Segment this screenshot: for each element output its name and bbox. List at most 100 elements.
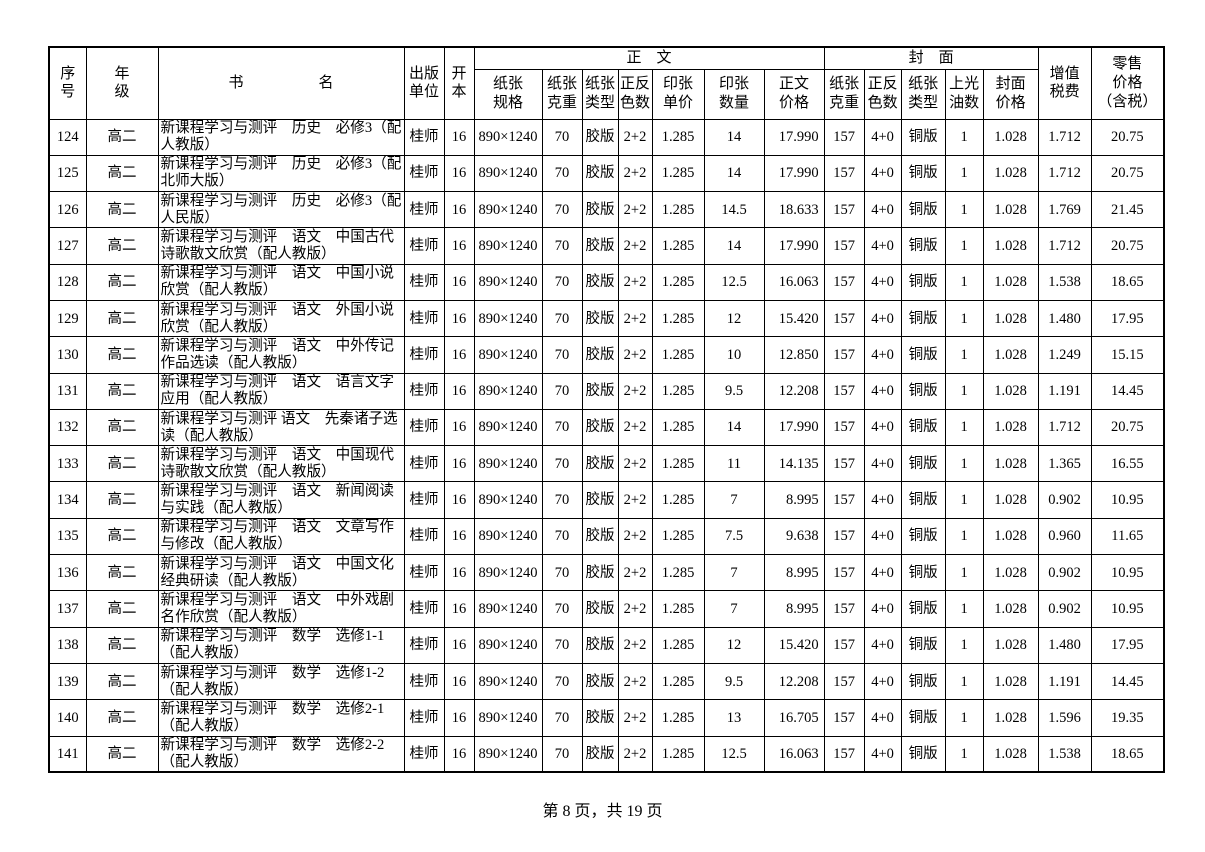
table-row: 139 高二 新课程学习与测评 数学 选修1-2（配人教版） 桂师 16 890×1240… — [48, 662, 1165, 701]
table-row: 124 高二 新课程学习与测评 历史 必修3（配人教版） 桂师 16 890×1240 70… — [48, 118, 1165, 156]
cell-varnish: 1 — [944, 626, 984, 664]
cell-publisher: 桂师 — [403, 336, 445, 374]
cell-varnish: 1 — [944, 662, 984, 701]
table-row: 127 高二 新课程学习与测评 语文 中国古代诗歌散文欣赏（配人教版） 桂师 16 890… — [48, 227, 1165, 265]
cell-publisher: 桂师 — [403, 735, 445, 773]
cell-cover_price: 1.028 — [982, 118, 1039, 156]
cell-publisher: 桂师 — [403, 154, 445, 193]
cell-publisher: 桂师 — [403, 626, 445, 664]
table-row: 131 高二 新课程学习与测评 语文 语言文字应用（配人教版） 桂师 16 890×124… — [48, 372, 1165, 410]
cell-retail: 14.45 — [1090, 372, 1165, 410]
cell-title: 新课程学习与测评 语文 文章写作与修改（配人教版） — [157, 517, 405, 556]
cell-format: 16 — [443, 118, 475, 156]
cell-colors: 2+2 — [617, 299, 653, 338]
cell-retail: 18.65 — [1090, 735, 1165, 773]
header-body-colors: 正反 色数 — [617, 68, 653, 120]
cell-weight: 70 — [541, 227, 583, 265]
cell-spec: 890×1240 — [473, 554, 543, 592]
cell-cover_weight: 157 — [823, 154, 865, 193]
cell-publisher: 桂师 — [403, 481, 445, 519]
cell-unit_price: 1.285 — [651, 118, 705, 156]
cell-text_price: 15.420 — [763, 299, 825, 338]
cell-retail: 17.95 — [1090, 626, 1165, 664]
cell-no: 136 — [48, 554, 87, 592]
cell-weight: 70 — [541, 191, 583, 229]
cell-format: 16 — [443, 626, 475, 664]
cell-cover_type: 铜版 — [900, 263, 946, 301]
cell-type: 胶版 — [581, 735, 619, 773]
table-row: 141 高二 新课程学习与测评 数学 选修2-2（配人教版） 桂师 16 890×1240… — [48, 735, 1165, 773]
cell-sheets: 12 — [703, 299, 765, 338]
cell-cover_type: 铜版 — [900, 590, 946, 628]
cell-publisher: 桂师 — [403, 554, 445, 592]
cell-publisher: 桂师 — [403, 445, 445, 483]
page-number-footer: 第 8 页，共 19 页 — [542, 803, 663, 820]
cell-cover_weight: 157 — [823, 735, 865, 773]
cell-spec: 890×1240 — [473, 408, 543, 447]
cell-unit_price: 1.285 — [651, 481, 705, 519]
cell-cover_weight: 157 — [823, 481, 865, 519]
cell-format: 16 — [443, 408, 475, 447]
cell-cover_weight: 157 — [823, 699, 865, 737]
table-row: 125 高二 新课程学习与测评 历史 必修3（配北师大版） 桂师 16 890×1240 7… — [48, 154, 1165, 193]
cell-colors: 2+2 — [617, 118, 653, 156]
cell-type: 胶版 — [581, 590, 619, 628]
cell-format: 16 — [443, 263, 475, 301]
cell-weight: 70 — [541, 554, 583, 592]
cell-sheets: 7 — [703, 590, 765, 628]
cell-retail: 11.65 — [1090, 517, 1165, 556]
cell-spec: 890×1240 — [473, 445, 543, 483]
cell-sheets: 14 — [703, 118, 765, 156]
cell-spec: 890×1240 — [473, 626, 543, 664]
header-title: 书 名 — [157, 46, 405, 120]
cell-cover_weight: 157 — [823, 336, 865, 374]
table-row: 140 高二 新课程学习与测评 数学 选修2-1（配人教版） 桂师 16 890×1240… — [48, 699, 1165, 737]
cell-vat: 0.902 — [1037, 554, 1092, 592]
cell-cover_price: 1.028 — [982, 662, 1039, 701]
cell-cover_price: 1.028 — [982, 191, 1039, 229]
cell-type: 胶版 — [581, 191, 619, 229]
cell-cover_weight: 157 — [823, 118, 865, 156]
cell-cover_colors: 4+0 — [863, 227, 902, 265]
cell-text_price: 16.063 — [763, 735, 825, 773]
cell-text_price: 8.995 — [763, 481, 825, 519]
cell-title: 新课程学习与测评 历史 必修3（配人教版） — [157, 118, 405, 156]
cell-format: 16 — [443, 299, 475, 338]
cell-weight: 70 — [541, 299, 583, 338]
cell-colors: 2+2 — [617, 191, 653, 229]
cell-weight: 70 — [541, 626, 583, 664]
cell-text_price: 17.990 — [763, 154, 825, 193]
cell-unit_price: 1.285 — [651, 735, 705, 773]
cell-type: 胶版 — [581, 227, 619, 265]
cell-vat: 1.480 — [1037, 626, 1092, 664]
cell-title: 新课程学习与测评 语文 中外传记作品选读（配人教版） — [157, 336, 405, 374]
cell-cover_type: 铜版 — [900, 154, 946, 193]
table-row: 133 高二 新课程学习与测评 语文 中国现代诗歌散文欣赏（配人教版） 桂师 16 890… — [48, 445, 1165, 483]
cell-spec: 890×1240 — [473, 662, 543, 701]
cell-retail: 19.35 — [1090, 699, 1165, 737]
cell-cover_colors: 4+0 — [863, 590, 902, 628]
cell-title: 新课程学习与测评 历史 必修3（配人民版） — [157, 191, 405, 229]
cell-publisher: 桂师 — [403, 372, 445, 410]
cell-cover_type: 铜版 — [900, 408, 946, 447]
cell-vat: 1.712 — [1037, 408, 1092, 447]
cell-retail: 15.15 — [1090, 336, 1165, 374]
header-cover-type: 纸张 类型 — [900, 68, 946, 120]
cell-unit_price: 1.285 — [651, 227, 705, 265]
cell-unit_price: 1.285 — [651, 699, 705, 737]
header-vat: 增值 税费 — [1037, 46, 1092, 120]
cell-spec: 890×1240 — [473, 336, 543, 374]
cell-spec: 890×1240 — [473, 699, 543, 737]
cell-spec: 890×1240 — [473, 481, 543, 519]
cell-cover_price: 1.028 — [982, 699, 1039, 737]
cell-retail: 20.75 — [1090, 227, 1165, 265]
cell-publisher: 桂师 — [403, 699, 445, 737]
cell-varnish: 1 — [944, 263, 984, 301]
cell-title: 新课程学习与测评 数学 选修2-1（配人教版） — [157, 699, 405, 737]
cell-publisher: 桂师 — [403, 408, 445, 447]
header-body-type: 纸张 类型 — [581, 68, 619, 120]
cell-cover_colors: 4+0 — [863, 372, 902, 410]
cell-varnish: 1 — [944, 481, 984, 519]
cell-no: 135 — [48, 517, 87, 556]
